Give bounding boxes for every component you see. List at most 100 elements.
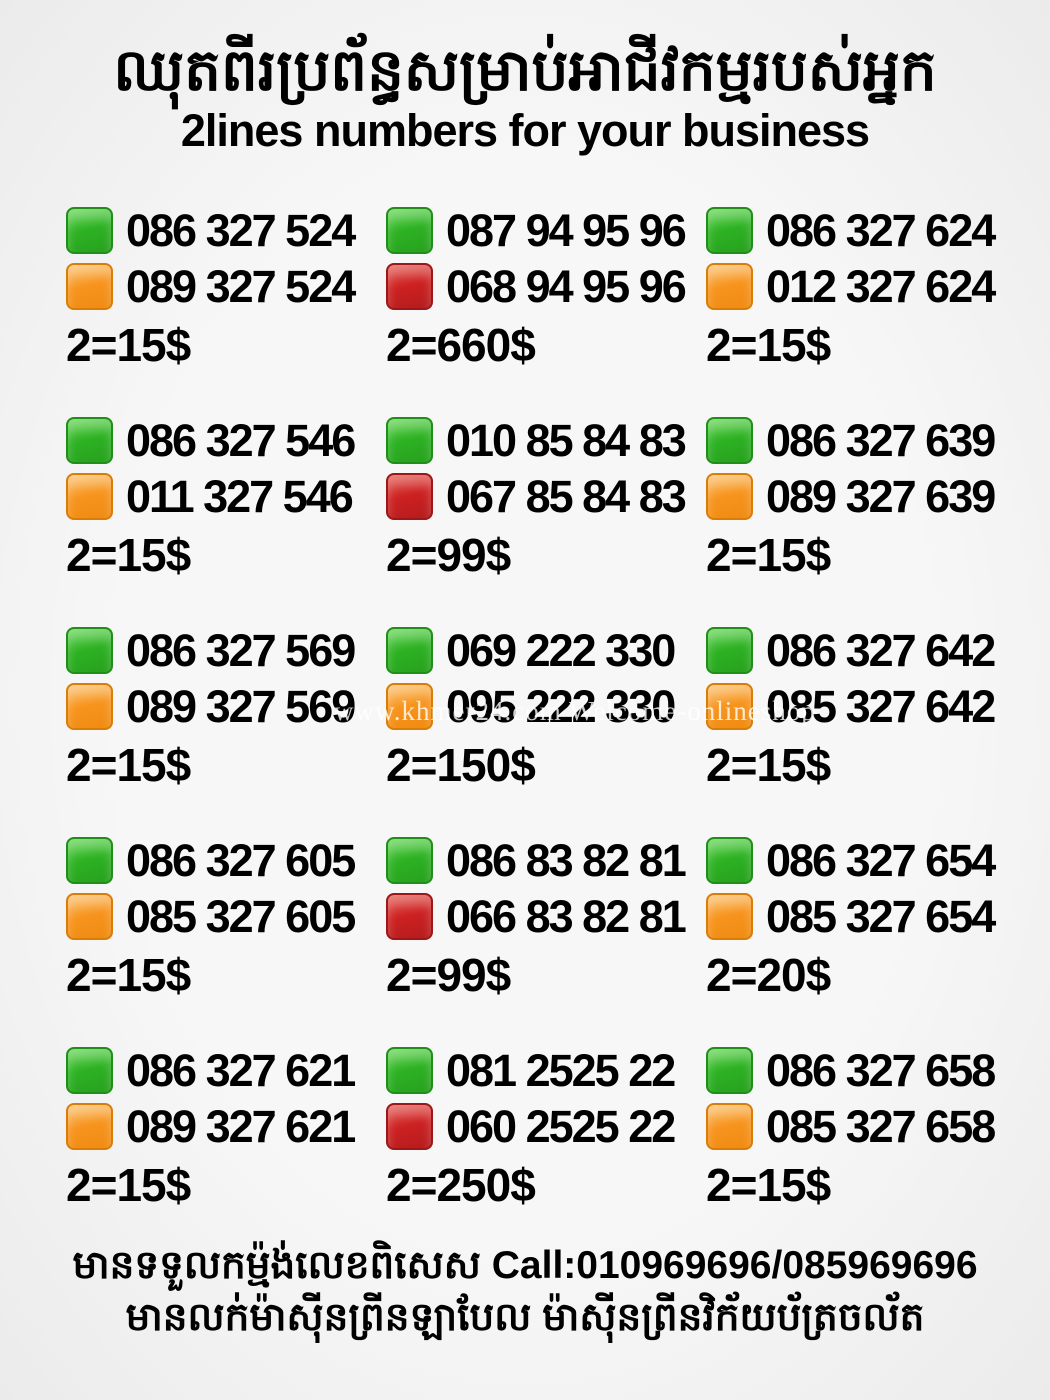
- price-label: 2=20$: [706, 948, 831, 1001]
- number-line: 095 222 330: [386, 679, 706, 735]
- price-label: 2=99$: [386, 948, 511, 1001]
- sim-color-icon: [66, 207, 113, 255]
- number-line: 085 327 654: [706, 889, 1028, 945]
- number-line: 086 327 639: [706, 413, 1028, 469]
- sim-color-icon: [706, 207, 753, 255]
- number-line: 069 222 330: [386, 623, 706, 679]
- phone-number: 086 327 605: [126, 834, 356, 886]
- phone-number: 086 327 654: [766, 834, 996, 886]
- number-line: 085 327 605: [66, 889, 386, 945]
- number-pair-card: 086 327 605 085 327 605 2=15$: [66, 833, 386, 1001]
- page-title-khmer: ឈុតពីរប្រព័ន្ធសម្រាប់អាជីវកម្មរបស់អ្នក: [113, 38, 937, 103]
- phone-number: 095 222 330: [446, 680, 676, 732]
- price-label: 2=15$: [66, 318, 191, 371]
- price-label: 2=15$: [706, 738, 831, 791]
- phone-number: 086 327 639: [766, 414, 996, 466]
- number-line: 085 327 642: [706, 679, 1028, 735]
- sim-color-icon: [706, 1047, 753, 1095]
- number-line: 086 327 658: [706, 1043, 1028, 1099]
- number-pair-card: 086 327 524 089 327 524 2=15$: [66, 203, 386, 371]
- price-label: 2=15$: [66, 738, 191, 791]
- number-line: 089 327 639: [706, 469, 1028, 525]
- phone-number: 010 85 84 83: [446, 414, 687, 466]
- number-pair-card: 086 327 621 089 327 621 2=15$: [66, 1043, 386, 1211]
- sim-color-icon: [386, 1103, 433, 1151]
- sim-color-icon: [706, 893, 753, 941]
- phone-number: 086 327 546: [126, 414, 356, 466]
- number-line: 066 83 82 81: [386, 889, 706, 945]
- phone-number: 066 83 82 81: [446, 890, 687, 942]
- footer-khmer-products: មានលក់ម៉ាស៊ីនព្រីនឡាបែល ម៉ាស៊ីនព្រីនវិក័…: [125, 1296, 925, 1340]
- sim-color-icon: [706, 627, 753, 675]
- phone-number: 086 327 621: [126, 1044, 356, 1096]
- price-label: 2=250$: [386, 1158, 536, 1211]
- phone-number: 085 327 642: [766, 680, 996, 732]
- phone-number: 087 94 95 96: [446, 204, 687, 256]
- watermark: www.khmer24.com Welcome-onlineshop: [334, 696, 816, 726]
- footer: មានទទួលកម្ម៉ង់លេខពិសេស Call:010969696/08…: [0, 1237, 1050, 1342]
- footer-call-numbers: Call:010969696/085969696: [491, 1243, 978, 1287]
- sim-color-icon: [66, 683, 113, 731]
- number-line: 089 327 621: [66, 1099, 386, 1155]
- price-label: 2=150$: [386, 738, 536, 791]
- price-label: 2=660$: [386, 318, 536, 371]
- sim-color-icon: [66, 417, 113, 465]
- number-pair-card: 086 327 639 089 327 639 2=15$: [706, 413, 1028, 581]
- number-line: 085 327 658: [706, 1099, 1028, 1155]
- price-label: 2=15$: [66, 528, 191, 581]
- footer-khmer-offer: មានទទួលកម្ម៉ង់លេខពិសេស: [72, 1243, 481, 1287]
- number-pair-card: 010 85 84 83 067 85 84 83 2=99$: [386, 413, 706, 581]
- price-label: 2=15$: [66, 1158, 191, 1211]
- number-pair-card: 086 327 569 089 327 569 2=15$: [66, 623, 386, 791]
- number-pair-card: 069 222 330 095 222 330 2=150$: [386, 623, 706, 791]
- number-line: 086 327 546: [66, 413, 386, 469]
- sim-color-icon: [386, 263, 433, 311]
- number-pair-card: 086 327 654 085 327 654 2=20$: [706, 833, 1028, 1001]
- number-pair-card: 081 2525 22 060 2525 22 2=250$: [386, 1043, 706, 1211]
- number-line: 012 327 624: [706, 259, 1028, 315]
- phone-number: 068 94 95 96: [446, 260, 687, 312]
- footer-contact-line: មានទទួលកម្ម៉ង់លេខពិសេស Call:010969696/08…: [0, 1237, 1050, 1296]
- price-label: 2=15$: [706, 318, 831, 371]
- number-line: 010 85 84 83: [386, 413, 706, 469]
- phone-number: 086 327 658: [766, 1044, 996, 1096]
- page-subtitle: 2lines numbers for your business: [180, 104, 870, 156]
- sim-color-icon: [386, 837, 433, 885]
- number-line: 011 327 546: [66, 469, 386, 525]
- price-label: 2=15$: [706, 528, 831, 581]
- number-line: 067 85 84 83: [386, 469, 706, 525]
- phone-number: 086 83 82 81: [446, 834, 687, 886]
- price-label: 2=15$: [66, 948, 191, 1001]
- number-pair-card: 086 83 82 81 066 83 82 81 2=99$: [386, 833, 706, 1001]
- sim-color-icon: [386, 893, 433, 941]
- phone-number: 086 327 524: [126, 204, 356, 256]
- number-line: 068 94 95 96: [386, 259, 706, 315]
- phone-number: 085 327 654: [766, 890, 996, 942]
- sim-color-icon: [706, 417, 753, 465]
- phone-number: 089 327 569: [126, 680, 356, 732]
- number-pair-card: 086 327 624 012 327 624 2=15$: [706, 203, 1028, 371]
- sim-color-icon: [66, 893, 113, 941]
- number-line: 086 327 605: [66, 833, 386, 889]
- sim-color-icon: [386, 683, 433, 731]
- number-grid: 086 327 524 089 327 524 2=15$ 087 94 95 …: [66, 203, 1050, 1211]
- sim-color-icon: [386, 417, 433, 465]
- phone-number: 069 222 330: [446, 624, 676, 676]
- phone-number: 067 85 84 83: [446, 470, 687, 522]
- phone-number: 089 327 621: [126, 1100, 356, 1152]
- number-pair-card: 087 94 95 96 068 94 95 96 2=660$: [386, 203, 706, 371]
- phone-number: 089 327 639: [766, 470, 996, 522]
- sim-color-icon: [386, 1047, 433, 1095]
- number-line: 086 327 569: [66, 623, 386, 679]
- number-line: 060 2525 22: [386, 1099, 706, 1155]
- number-line: 086 327 524: [66, 203, 386, 259]
- number-pair-card: 086 327 642 085 327 642 2=15$: [706, 623, 1028, 791]
- phone-number: 081 2525 22: [446, 1044, 676, 1096]
- sim-color-icon: [706, 263, 753, 311]
- phone-number: 085 327 605: [126, 890, 356, 942]
- phone-number: 011 327 546: [126, 470, 354, 522]
- number-line: 086 327 642: [706, 623, 1028, 679]
- price-label: 2=15$: [706, 1158, 831, 1211]
- price-label: 2=99$: [386, 528, 511, 581]
- phone-number: 086 327 642: [766, 624, 996, 676]
